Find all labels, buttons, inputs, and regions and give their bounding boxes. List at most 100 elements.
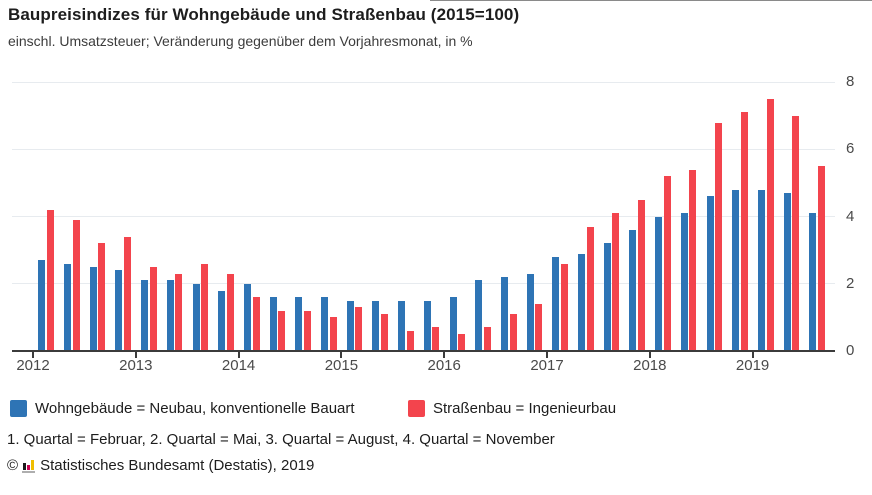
bar-strassenbau bbox=[458, 334, 466, 351]
bar-strassenbau bbox=[817, 166, 825, 351]
x-tick-label: 2018 bbox=[633, 357, 667, 374]
bar-wohngebaeude bbox=[526, 273, 534, 351]
bar-strassenbau bbox=[483, 327, 491, 351]
x-axis-tick bbox=[134, 352, 137, 358]
bar-wohngebaeude bbox=[757, 189, 765, 351]
bar-wohngebaeude bbox=[346, 300, 354, 351]
bar-wohngebaeude bbox=[475, 280, 483, 351]
legend-swatch-red bbox=[408, 399, 425, 417]
bar-strassenbau bbox=[124, 236, 131, 351]
bar-strassenbau bbox=[586, 226, 594, 351]
bar-wohngebaeude bbox=[321, 297, 328, 351]
x-axis-tick bbox=[237, 352, 240, 358]
chart-title: Baupreisindizes für Wohngebäude und Stra… bbox=[8, 5, 520, 24]
copyright-symbol: © bbox=[7, 457, 19, 474]
bar-wohngebaeude bbox=[295, 297, 303, 351]
bar-strassenbau bbox=[406, 330, 414, 351]
quarter-footnote: 1. Quartal = Februar, 2. Quartal = Mai, … bbox=[7, 431, 555, 448]
x-axis-tick bbox=[546, 352, 548, 358]
copyright-text: Statistisches Bundesamt (Destatis), 2019 bbox=[40, 457, 315, 474]
bar-wohngebaeude bbox=[783, 193, 791, 351]
bar-wohngebaeude bbox=[655, 216, 663, 351]
x-axis-tick bbox=[32, 352, 34, 358]
bar-wohngebaeude bbox=[269, 297, 277, 351]
bar-wohngebaeude bbox=[64, 263, 71, 351]
bar-strassenbau bbox=[792, 115, 800, 351]
bar-wohngebaeude bbox=[706, 196, 714, 351]
bar-strassenbau bbox=[72, 219, 80, 351]
bar-wohngebaeude bbox=[552, 256, 560, 351]
bar-wohngebaeude bbox=[141, 280, 149, 351]
bar-strassenbau bbox=[329, 317, 337, 351]
bar-strassenbau bbox=[766, 99, 774, 351]
bar-wohngebaeude bbox=[732, 189, 740, 351]
x-tick-label: 2017 bbox=[530, 357, 564, 374]
legend-label-wohngebaeude: Wohngebäude = Neubau, konventionelle Bau… bbox=[35, 399, 355, 417]
bar-wohngebaeude bbox=[38, 260, 46, 351]
x-tick-label: 2019 bbox=[735, 357, 770, 374]
bar-strassenbau bbox=[740, 112, 748, 351]
x-axis-line bbox=[12, 350, 835, 352]
bar-wohngebaeude bbox=[398, 300, 406, 351]
y-tick-label: 0 bbox=[846, 342, 855, 359]
bar-wohngebaeude bbox=[372, 300, 380, 351]
y-tick-label: 8 bbox=[846, 73, 855, 91]
y-tick-label: 6 bbox=[846, 140, 855, 158]
bar-strassenbau bbox=[278, 310, 286, 351]
bar-wohngebaeude bbox=[449, 297, 457, 351]
x-tick-label: 2016 bbox=[427, 357, 461, 374]
bar-strassenbau bbox=[715, 122, 723, 351]
gridline bbox=[12, 283, 835, 285]
bar-wohngebaeude bbox=[603, 243, 611, 351]
bar-wohngebaeude bbox=[809, 213, 817, 351]
bar-strassenbau bbox=[560, 263, 568, 351]
bar-chart-plot-area: 0 2 4 6 8 2012 2013 2014 2015 2016 2017 2018 2019 bbox=[12, 73, 855, 374]
bar-wohngebaeude bbox=[192, 283, 200, 351]
bar-strassenbau bbox=[175, 273, 183, 351]
x-tick-label: 2013 bbox=[119, 357, 153, 374]
bar-strassenbau bbox=[663, 176, 671, 351]
x-axis-tick bbox=[443, 352, 446, 358]
x-axis-tick bbox=[751, 352, 754, 358]
bar-strassenbau bbox=[612, 213, 620, 351]
bar-strassenbau bbox=[46, 209, 54, 351]
bar-wohngebaeude bbox=[166, 280, 174, 351]
bar-strassenbau bbox=[689, 169, 697, 351]
bar-strassenbau bbox=[638, 199, 645, 351]
bar-wohngebaeude bbox=[218, 290, 226, 351]
legend-item-strassenbau: Straßenbau = Ingenieurbau bbox=[408, 399, 616, 417]
bar-wohngebaeude bbox=[89, 267, 97, 351]
bar-strassenbau bbox=[201, 263, 209, 351]
x-tick-label: 2015 bbox=[324, 357, 359, 374]
bar-strassenbau bbox=[98, 243, 106, 351]
bar-strassenbau bbox=[252, 297, 260, 351]
bar-strassenbau bbox=[303, 310, 311, 351]
bar-wohngebaeude bbox=[500, 277, 508, 351]
y-tick-label: 2 bbox=[846, 274, 855, 292]
legend-item-wohngebaeude: Wohngebäude = Neubau, konventionelle Bau… bbox=[10, 399, 355, 417]
bar-strassenbau bbox=[355, 307, 363, 351]
legend-swatch-blue bbox=[10, 399, 27, 417]
bar-strassenbau bbox=[149, 267, 157, 351]
x-tick-label: 2012 bbox=[16, 357, 50, 374]
bar-wohngebaeude bbox=[680, 213, 688, 351]
bar-strassenbau bbox=[535, 303, 543, 351]
bar-wohngebaeude bbox=[243, 283, 251, 351]
bar-wohngebaeude bbox=[578, 253, 585, 351]
x-tick-label: 2014 bbox=[221, 357, 256, 374]
x-axis-tick bbox=[648, 352, 651, 358]
destatis-logo-icon bbox=[22, 459, 36, 473]
top-edge-line bbox=[430, 0, 872, 1]
y-tick-label: 4 bbox=[846, 207, 855, 225]
bar-strassenbau bbox=[381, 314, 388, 351]
legend-label-strassenbau: Straßenbau = Ingenieurbau bbox=[433, 399, 617, 417]
bar-wohngebaeude bbox=[629, 230, 637, 351]
bar-strassenbau bbox=[432, 327, 440, 351]
gridline bbox=[12, 216, 835, 218]
bar-strassenbau bbox=[509, 314, 517, 351]
bar-strassenbau bbox=[226, 273, 234, 351]
bar-wohngebaeude bbox=[115, 270, 123, 351]
x-axis-tick bbox=[340, 352, 343, 358]
gridline bbox=[12, 81, 835, 83]
